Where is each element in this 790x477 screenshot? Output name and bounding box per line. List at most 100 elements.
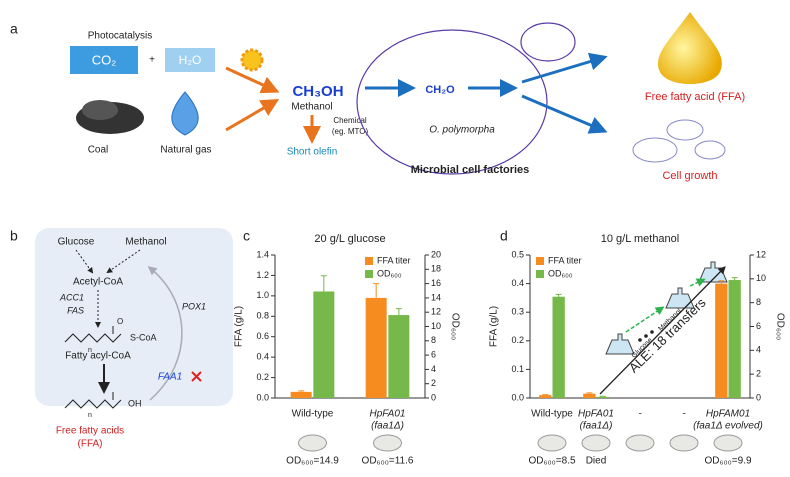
- y2-tick-label: 0: [756, 392, 761, 402]
- label: H₂O: [179, 53, 202, 67]
- y-tick-label: 0.1: [511, 364, 524, 374]
- x-tick-label: HpFA01: [578, 409, 614, 420]
- panel-background: [35, 228, 233, 406]
- label: POX1: [182, 301, 206, 311]
- bar: [388, 315, 410, 398]
- bar: [290, 391, 312, 398]
- arrow: [689, 278, 706, 287]
- x-tick-label: HpFA01: [370, 409, 406, 420]
- error-bar: [542, 394, 549, 396]
- y-tick-label: 0.2: [256, 372, 269, 382]
- panel-a: a Photocatalysis CO₂ + H₂O Coal Natural …: [10, 12, 745, 182]
- x-tick-label: -: [638, 409, 642, 420]
- y2-tick-label: 14: [431, 292, 441, 302]
- error-bar: [586, 392, 593, 394]
- y2-tick-label: 10: [431, 321, 441, 331]
- plate-image: [298, 434, 327, 452]
- y2-tick-label: 20: [431, 249, 441, 259]
- x-tick-label: (faa1Δ evolved): [693, 421, 763, 432]
- error-bar: [320, 275, 327, 292]
- y2-tick-label: 6: [431, 349, 436, 359]
- y2-tick-label: 4: [431, 364, 436, 374]
- label: FAS: [67, 305, 84, 315]
- label: CH₃OH: [292, 83, 343, 100]
- bar: [365, 297, 387, 398]
- y2-axis-label: OD₆₀₀: [449, 313, 460, 340]
- error-bar: [373, 283, 380, 298]
- error-bar: [555, 293, 562, 297]
- arrow: [225, 98, 280, 132]
- error-bar: [718, 280, 725, 284]
- error-bar: [395, 308, 402, 316]
- structure: [64, 392, 122, 409]
- h2o-icon: [165, 48, 215, 72]
- legend-swatch: [365, 270, 373, 278]
- label: ACC1: [59, 292, 84, 302]
- legend-swatch: [365, 257, 373, 265]
- label: Free fatty acids: [56, 426, 124, 437]
- legend-label: FFA titer: [548, 255, 582, 265]
- od-label: OD₆₀₀=8.5: [528, 456, 576, 467]
- y-tick-label: 1.2: [256, 270, 269, 280]
- y-tick-label: 0.2: [511, 335, 524, 345]
- arrow: [225, 66, 280, 94]
- bar: [715, 283, 728, 398]
- legend-label: FFA titer: [377, 255, 411, 265]
- bar: [552, 296, 565, 398]
- label: O: [117, 317, 123, 326]
- panel-label: b: [10, 228, 18, 244]
- label: FAA1: [158, 372, 182, 383]
- x-tick-label: (faa1Δ): [580, 421, 613, 432]
- chart-title: 10 g/L methanol: [601, 233, 679, 245]
- legend-swatch: [536, 270, 544, 278]
- panel-label: d: [500, 228, 508, 244]
- flask-icon: [698, 261, 728, 283]
- y2-tick-label: 6: [756, 321, 761, 331]
- y2-tick-label: 10: [756, 273, 766, 283]
- y2-tick-label: 2: [431, 378, 436, 388]
- plate-image: [625, 434, 655, 452]
- plate-image: [537, 434, 567, 452]
- label: Acetyl-CoA: [73, 277, 123, 288]
- label: Free fatty acid (FFA): [645, 91, 745, 103]
- label: Cell growth: [662, 170, 717, 182]
- plate-image: [669, 434, 699, 452]
- y2-axis-label: OD₆₀₀: [774, 313, 785, 340]
- error-bar: [599, 395, 606, 397]
- label: Fatty acyl-CoA: [65, 351, 131, 362]
- x-tick-label: Wild-type: [292, 409, 334, 420]
- label: n: [88, 347, 92, 354]
- x-tick-label: HpFAM01: [706, 409, 750, 420]
- arrow: [106, 249, 141, 274]
- ffa-drop: [658, 12, 722, 84]
- label: Short olefin: [287, 147, 338, 158]
- label: Methanol: [291, 102, 332, 113]
- co2-icon: [70, 46, 138, 74]
- y-tick-label: 0.5: [511, 249, 524, 259]
- cell-icon: [632, 137, 678, 163]
- x-tick-label: -: [682, 409, 686, 420]
- plate-image: [581, 434, 611, 452]
- y2-tick-label: 12: [431, 307, 441, 317]
- y-axis-label: FFA (g/L): [489, 306, 500, 347]
- cell-outline: [356, 29, 548, 175]
- od-label: OD₆₀₀=14.9: [286, 456, 339, 467]
- arrow: [521, 52, 608, 84]
- x-tick-label: (faa1Δ): [371, 421, 404, 432]
- label: OH: [128, 398, 142, 408]
- label: +: [149, 55, 155, 66]
- y-tick-label: 0.4: [256, 352, 269, 362]
- error-bar: [731, 277, 738, 281]
- label: (FFA): [78, 439, 103, 450]
- y-tick-label: 0.3: [511, 307, 524, 317]
- od-label: OD₆₀₀=11.6: [362, 456, 414, 467]
- bar: [728, 280, 741, 398]
- label: n: [88, 412, 92, 419]
- label: (eg. MTO): [332, 127, 369, 136]
- x-tick-label: Wild-type: [531, 409, 573, 420]
- y-tick-label: 0.0: [511, 392, 524, 402]
- y-tick-label: 0.4: [511, 278, 524, 288]
- ale-diagram: [599, 261, 728, 395]
- deletion-mark: [191, 371, 202, 382]
- bar: [539, 395, 552, 398]
